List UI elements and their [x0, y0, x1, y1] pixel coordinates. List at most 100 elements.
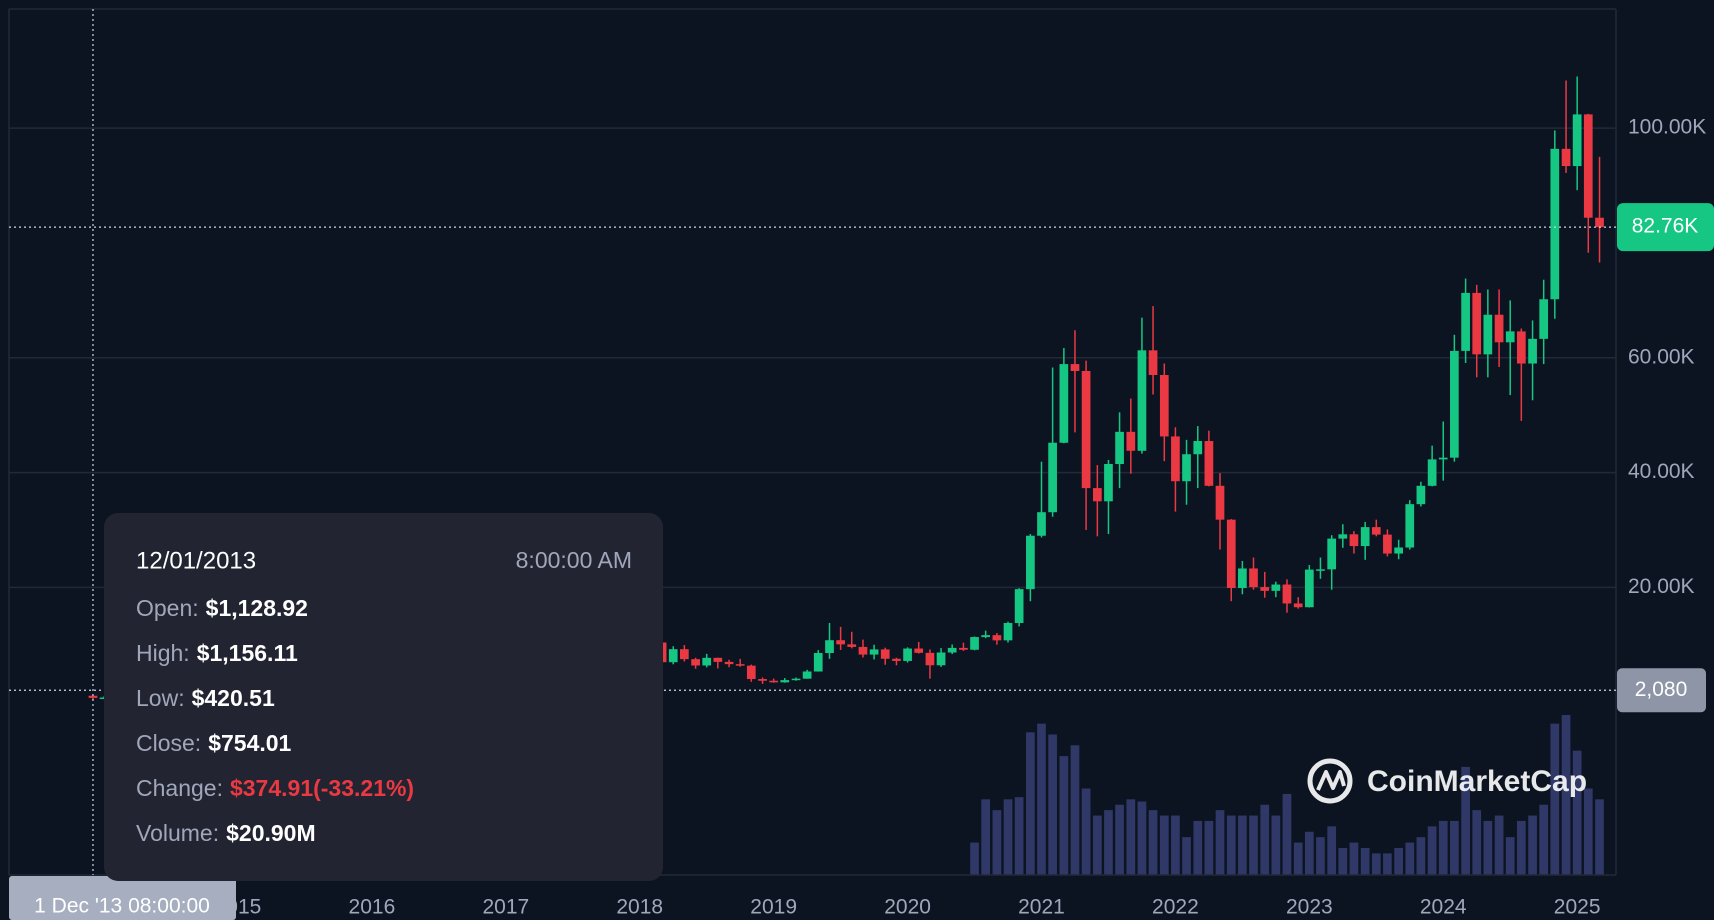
volume-bar	[1193, 820, 1203, 875]
tooltip-label: Change:	[136, 775, 223, 801]
volume-bar	[1572, 750, 1582, 875]
volume-bar	[1427, 826, 1437, 875]
candle-body	[1450, 350, 1459, 458]
volume-bar	[1026, 732, 1035, 875]
volume-bar	[1349, 842, 1359, 875]
volume-bar	[1215, 810, 1225, 875]
volume-bar	[1092, 815, 1102, 875]
volume-bar	[1338, 847, 1348, 875]
candle-body	[1137, 350, 1147, 451]
volume-bar	[1416, 837, 1426, 875]
price-tag-label: 82.76K	[1632, 215, 1699, 238]
volume-bar	[1561, 715, 1571, 875]
candle-body	[1304, 569, 1314, 608]
tooltip-value: $420.51	[192, 685, 275, 711]
candle-body	[936, 652, 946, 666]
volume-bar	[1182, 837, 1191, 875]
volume-bar	[992, 810, 1002, 875]
volume-bar	[1148, 810, 1158, 875]
candle-body	[858, 646, 868, 655]
candle-body	[880, 649, 890, 659]
x-tick-label: 2025	[1554, 896, 1601, 919]
candle-body	[1494, 314, 1504, 343]
tooltip-label: Volume:	[136, 820, 219, 846]
tooltip-row: Volume: $20.90M	[136, 820, 316, 846]
candle-body	[1550, 148, 1560, 300]
volume-bar	[1003, 799, 1013, 875]
candle-body	[1394, 547, 1404, 554]
candle-body	[780, 680, 790, 683]
volume-bar	[1070, 745, 1080, 875]
candle-body	[1115, 431, 1124, 464]
candle-body	[746, 665, 756, 680]
volume-bar	[1282, 793, 1292, 875]
candle-body	[702, 657, 712, 666]
tooltip-label: High:	[136, 640, 190, 666]
volume-bar	[1494, 815, 1504, 875]
candle-body	[1595, 217, 1604, 228]
tooltip-label: Low:	[136, 685, 185, 711]
volume-bar	[1595, 799, 1604, 875]
candle-body	[892, 658, 901, 661]
volume-bar	[1483, 820, 1493, 875]
x-tick-label: 2016	[349, 896, 396, 919]
candle-body	[668, 649, 678, 663]
candle-body	[1349, 534, 1359, 547]
volume-bar	[1271, 815, 1281, 875]
candle-body	[1327, 538, 1337, 570]
tooltip: 12/01/2013 8:00:00 AM Open: $1,128.92 High…	[104, 513, 663, 881]
candle-body	[1405, 504, 1415, 548]
tooltip-label: Close:	[136, 730, 201, 756]
x-tick-label: 2024	[1420, 896, 1467, 919]
tooltip-value: $20.90M	[226, 820, 316, 846]
price-tag	[1617, 203, 1714, 252]
candle-body	[691, 659, 700, 666]
candle-body	[1104, 463, 1113, 502]
candle-body	[836, 640, 845, 645]
candle-body	[914, 648, 924, 653]
candle-body	[1126, 431, 1136, 451]
tooltip-date: 12/01/2013	[136, 547, 256, 574]
candle-body	[1070, 364, 1080, 371]
volume-bar	[1115, 804, 1124, 875]
candle-body	[825, 640, 834, 654]
volume-bar	[1137, 801, 1147, 875]
volume-bar	[1583, 788, 1593, 875]
candle-body	[981, 635, 991, 638]
volume-bar	[1048, 734, 1057, 875]
tooltip-time: 8:00:00 AM	[516, 547, 632, 573]
tooltip-row: Close: $754.01	[136, 730, 292, 756]
candle-body	[1182, 454, 1191, 482]
candle-body	[1539, 299, 1549, 339]
candle-body	[1026, 535, 1035, 590]
volume-bar	[1539, 804, 1549, 875]
volume-bar	[1226, 815, 1236, 875]
volume-bar	[1516, 820, 1526, 875]
candle-body	[1293, 603, 1303, 608]
volume-bar	[1450, 820, 1459, 875]
candle-body	[1516, 331, 1526, 364]
candle-body	[970, 637, 979, 650]
volume-bar	[1126, 799, 1136, 875]
tooltip-row: High: $1,156.11	[136, 640, 298, 666]
tooltip-value: $1,156.11	[197, 640, 298, 666]
candle-body	[1271, 584, 1281, 591]
tooltip-panel	[104, 513, 663, 881]
tooltip-row: Change: $374.91(-33.21%)	[136, 775, 414, 801]
x-tick-label: 2020	[884, 896, 931, 919]
tooltip-label: Open:	[136, 595, 199, 621]
x-tick-label: 2019	[750, 896, 797, 919]
candle-body	[1505, 331, 1515, 343]
watermark: CoinMarketCap	[1307, 758, 1587, 804]
candle-body	[758, 679, 767, 681]
candle-body	[1572, 114, 1582, 167]
volume-bar	[1438, 820, 1448, 875]
candle-body	[1383, 534, 1392, 554]
volume-bar	[1405, 842, 1415, 875]
candle-body	[947, 647, 957, 653]
volume-bar	[981, 799, 991, 875]
candle-body	[1461, 292, 1470, 351]
y-tick-label: 40.00K	[1628, 460, 1695, 483]
candle-body	[1148, 350, 1158, 376]
